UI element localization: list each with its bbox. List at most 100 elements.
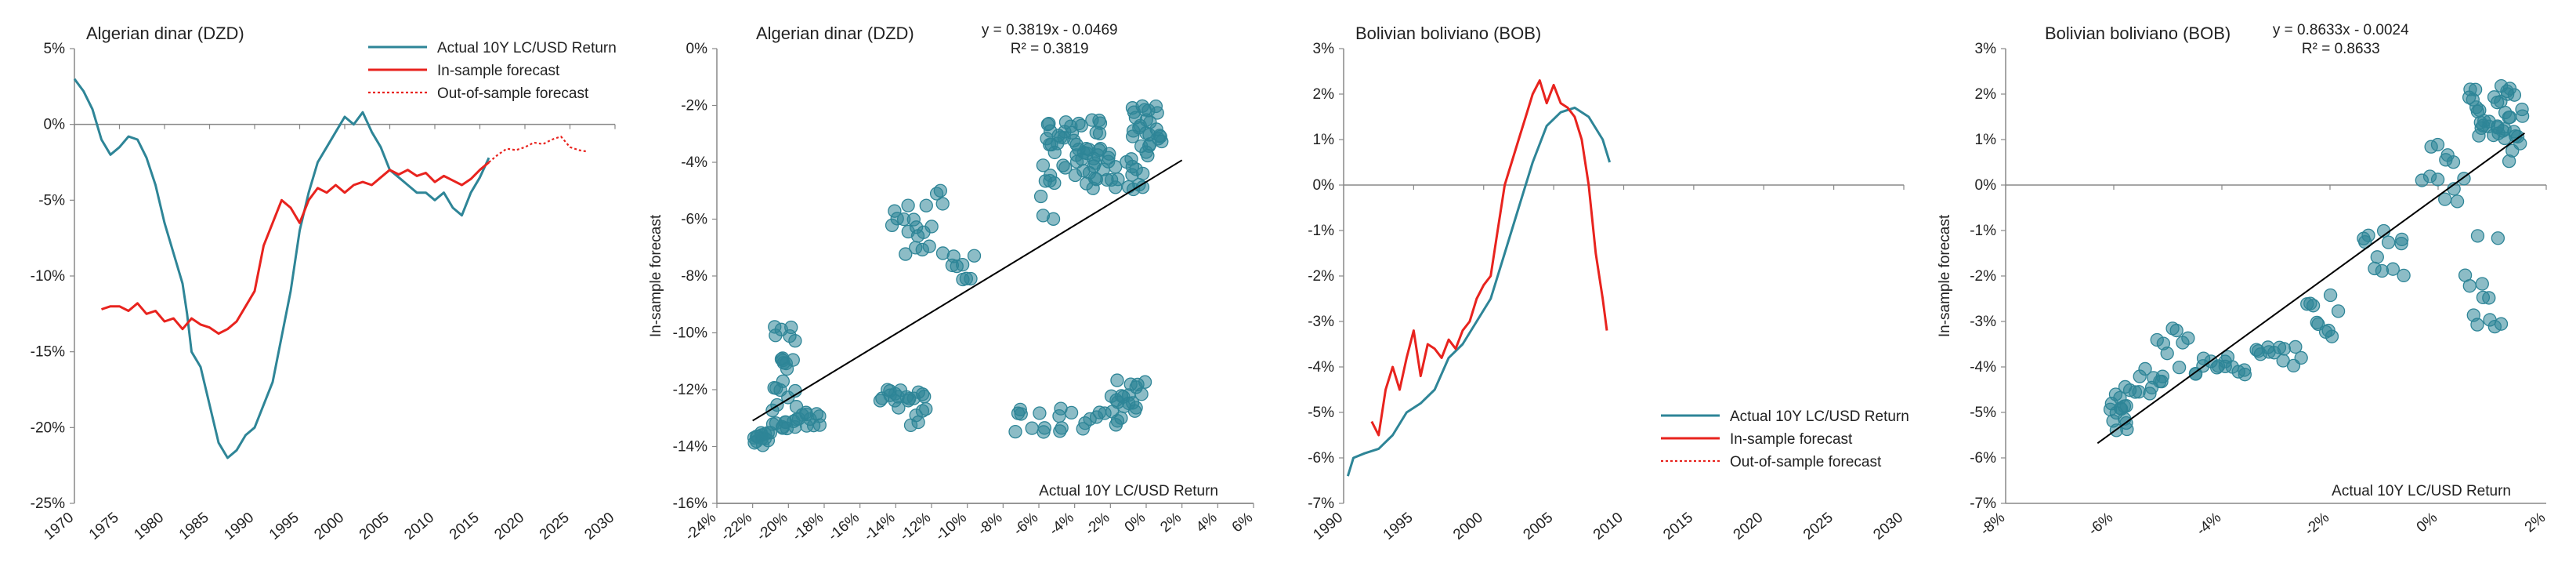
scatter-point	[1053, 424, 1067, 438]
y-tick-label: -8%	[681, 268, 707, 285]
scatter-point	[917, 390, 932, 404]
series-line-out	[488, 136, 588, 163]
scatter-point	[2181, 331, 2195, 345]
scatter-point	[1109, 180, 1123, 194]
scatter-point	[1064, 405, 1079, 420]
y-tick-label: -1%	[1308, 223, 1334, 239]
y-tick-label: -1%	[1970, 223, 1996, 239]
chart-title: Algerian dinar (DZD)	[756, 24, 914, 43]
x-tick-label: -8%	[1977, 510, 2008, 539]
x-tick-label: -22%	[718, 510, 755, 545]
y-tick-label: -4%	[1970, 359, 1996, 376]
x-tick-label: 2%	[1157, 510, 1185, 536]
scatter-point	[2462, 279, 2477, 293]
scatter-point	[2370, 250, 2384, 264]
scatter-point	[1076, 422, 1090, 436]
scatter-point	[2502, 82, 2517, 96]
y-tick-label: 2%	[1313, 86, 1335, 103]
y-tick-label: 0%	[44, 117, 66, 133]
x-tick-label: 2025	[1800, 510, 1836, 543]
chart-title: Algerian dinar (DZD)	[86, 24, 244, 43]
x-tick-label: -6%	[2086, 510, 2116, 539]
y-tick-label: 3%	[1975, 41, 1997, 57]
scatter-point	[812, 418, 827, 432]
x-tick-label: -6%	[1011, 510, 1041, 539]
x-axis-title: Actual 10Y LC/USD Return	[1039, 483, 1218, 499]
scatter-point	[2494, 317, 2509, 331]
trend-equation: y = 0.3819x - 0.0469	[982, 22, 1118, 38]
scatter-point	[2294, 350, 2308, 365]
scatter-point	[1068, 168, 1083, 183]
legend-label: Actual 10Y LC/USD Return	[1730, 408, 1909, 425]
scatter-point	[2470, 229, 2485, 243]
y-tick-label: -7%	[1970, 496, 1996, 512]
series-line-in	[101, 161, 490, 335]
scatter-point	[2277, 342, 2292, 356]
scatter-point	[1138, 375, 1152, 389]
scatter-point	[2397, 268, 2411, 283]
scatter-point	[1074, 118, 1088, 133]
y-tick-label: 1%	[1975, 132, 1997, 148]
scatter-point	[967, 249, 982, 263]
x-tick-label: 2000	[1450, 510, 1486, 543]
x-tick-label: -24%	[682, 510, 720, 545]
scatter-point	[922, 239, 936, 253]
scatter-point	[2288, 339, 2303, 354]
scatter-point	[2446, 155, 2461, 169]
legend-label: Out-of-sample forecast	[437, 85, 589, 102]
x-tick-label: -18%	[790, 510, 827, 545]
scatter-point	[924, 220, 939, 234]
y-tick-label: -15%	[31, 344, 65, 361]
scatter-point	[1008, 424, 1022, 439]
chart-title: Bolivian boliviano (BOB)	[1355, 24, 1541, 43]
y-tick-label: -6%	[1970, 450, 1996, 467]
scatter-point	[1136, 166, 1150, 181]
legend-label: In-sample forecast	[1730, 431, 1853, 448]
y-tick-label: -20%	[31, 419, 65, 436]
x-tick-label: 1990	[1310, 510, 1346, 543]
scatter-point	[2138, 361, 2152, 376]
x-tick-label: 2005	[1520, 510, 1556, 543]
chart-title: Bolivian boliviano (BOB)	[2045, 24, 2230, 43]
scatter-point	[901, 198, 915, 212]
scatter-point	[1033, 406, 1047, 420]
x-tick-label: 1990	[221, 510, 257, 543]
x-tick-label: 2025	[537, 510, 573, 543]
y-tick-label: -25%	[31, 496, 65, 512]
scatter-point	[776, 374, 791, 388]
x-tick-label: -2%	[2302, 510, 2332, 539]
y-tick-label: -6%	[681, 212, 707, 228]
y-tick-label: -2%	[681, 98, 707, 114]
scatter-point	[1025, 421, 1039, 435]
scatter-point	[1083, 412, 1097, 427]
y-tick-label: -7%	[1308, 496, 1334, 512]
y-tick-label: -10%	[31, 268, 65, 285]
x-axis-title: Actual 10Y LC/USD Return	[2332, 483, 2511, 499]
scatter-point	[1089, 125, 1103, 140]
scatter-point	[2325, 329, 2339, 343]
scatter-point	[788, 334, 802, 348]
x-tick-label: 1995	[266, 510, 302, 543]
scatter-point	[899, 247, 913, 261]
y-tick-label: -2%	[1308, 268, 1334, 285]
scatter-point	[1129, 401, 1143, 415]
y-tick-label: 5%	[44, 41, 66, 57]
x-tick-label: 1995	[1380, 510, 1416, 543]
y-tick-label: -12%	[673, 382, 707, 398]
scatter-point	[1092, 113, 1106, 128]
y-tick-label: -5%	[1970, 405, 1996, 421]
series-line-in	[1370, 79, 1608, 437]
y-tick-label: 2%	[1975, 86, 1997, 103]
scatter-point	[1052, 408, 1066, 423]
scatter-point	[2482, 291, 2496, 305]
scatter-point	[935, 197, 950, 211]
scatter-point	[2120, 422, 2134, 437]
y-tick-label: -4%	[681, 154, 707, 171]
x-tick-label: -16%	[825, 510, 863, 545]
scatter-point	[1046, 212, 1061, 226]
y-tick-label: -6%	[1308, 450, 1334, 467]
scatter-point	[2361, 228, 2375, 242]
x-tick-label: 1975	[86, 510, 122, 543]
scatter-point	[2119, 399, 2133, 413]
